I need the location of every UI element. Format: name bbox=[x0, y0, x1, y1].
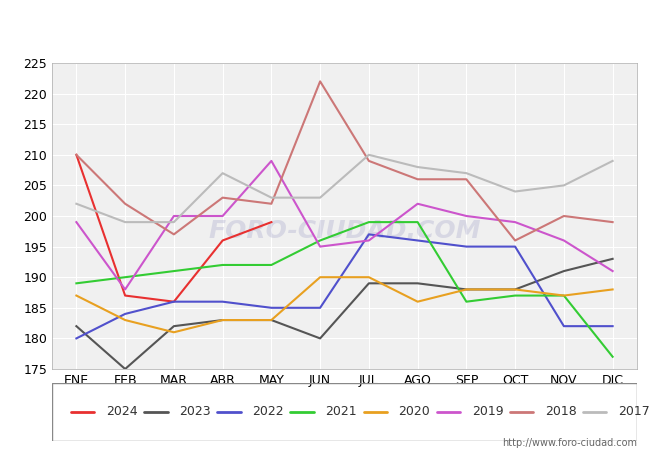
Text: Afiliados en Rairiz de Veiga a 31/5/2024: Afiliados en Rairiz de Veiga a 31/5/2024 bbox=[146, 18, 504, 36]
Text: FORO-CIUDAD.COM: FORO-CIUDAD.COM bbox=[208, 219, 481, 243]
Text: http://www.foro-ciudad.com: http://www.foro-ciudad.com bbox=[502, 438, 637, 448]
Text: 2024: 2024 bbox=[106, 405, 138, 418]
Text: 2017: 2017 bbox=[618, 405, 650, 418]
Text: 2020: 2020 bbox=[398, 405, 430, 418]
Text: 2018: 2018 bbox=[545, 405, 577, 418]
Text: 2019: 2019 bbox=[472, 405, 503, 418]
Text: 2021: 2021 bbox=[326, 405, 357, 418]
Text: 2023: 2023 bbox=[179, 405, 211, 418]
Text: 2022: 2022 bbox=[252, 405, 284, 418]
